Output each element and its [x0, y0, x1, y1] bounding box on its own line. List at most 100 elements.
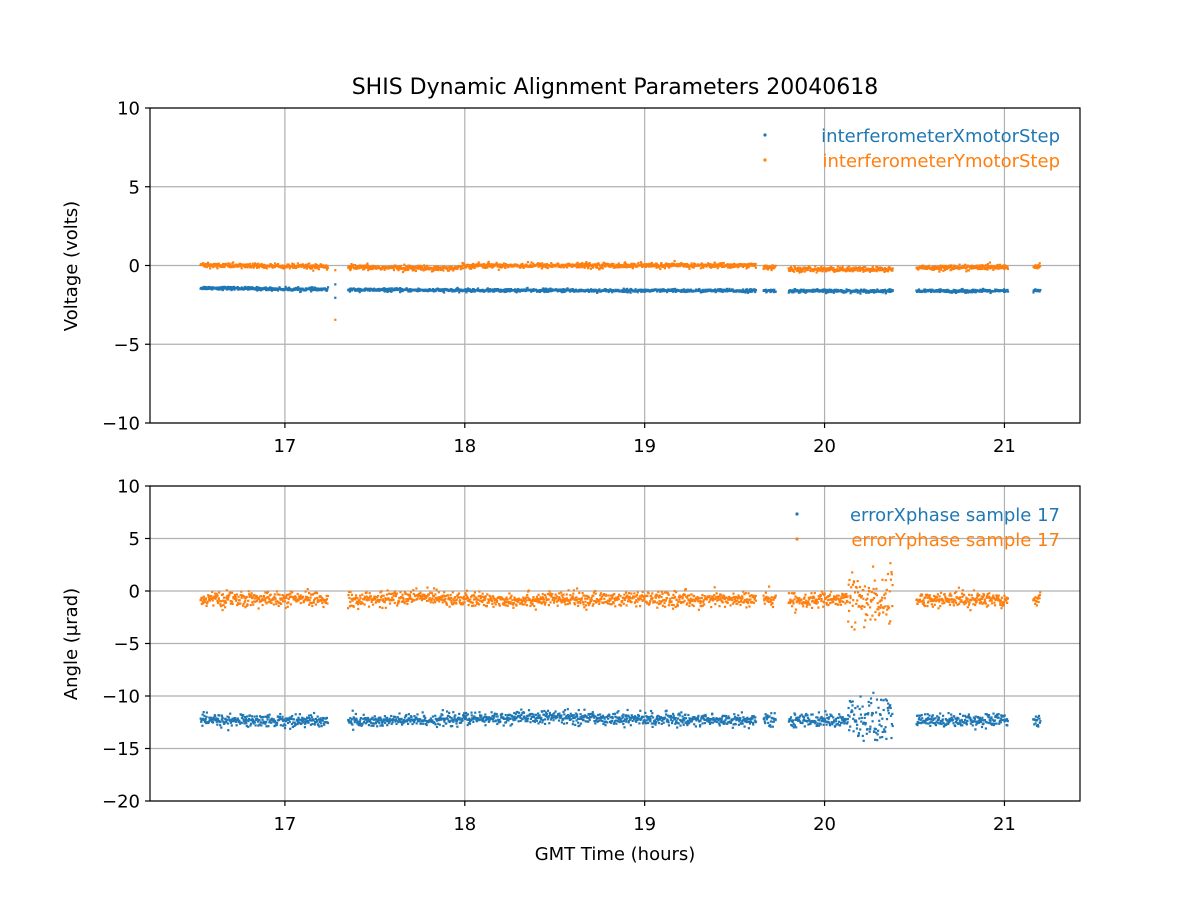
data-point	[830, 714, 833, 717]
data-point	[557, 265, 560, 268]
data-point	[475, 720, 479, 723]
data-point	[650, 261, 653, 265]
data-point	[683, 719, 686, 722]
data-point	[795, 726, 798, 729]
data-point	[201, 713, 204, 716]
data-point	[710, 717, 713, 721]
data-point	[466, 724, 469, 727]
legend-marker-interferometer-x	[763, 133, 767, 137]
data-point	[272, 288, 276, 291]
data-point	[361, 723, 364, 726]
data-point	[499, 713, 502, 716]
data-point	[620, 265, 623, 268]
data-point	[304, 722, 307, 725]
data-point	[376, 725, 379, 728]
data-point	[590, 712, 593, 715]
data-point	[490, 711, 493, 714]
data-point	[715, 720, 719, 724]
data-point	[583, 264, 586, 268]
data-point	[767, 721, 770, 724]
data-point	[452, 719, 455, 722]
data-point	[362, 713, 365, 716]
data-point	[733, 713, 736, 716]
data-point	[607, 263, 610, 266]
data-point	[833, 719, 836, 722]
data-point	[436, 719, 439, 722]
data-point	[830, 265, 833, 268]
data-point	[955, 291, 958, 294]
data-point	[880, 267, 883, 270]
data-point	[837, 716, 840, 719]
data-point	[366, 721, 369, 724]
data-point	[719, 288, 722, 291]
data-point	[694, 290, 697, 293]
data-point	[705, 265, 708, 268]
data-point	[581, 263, 584, 266]
data-point	[930, 290, 933, 293]
data-point	[310, 714, 313, 717]
data-point	[554, 710, 557, 713]
data-point	[538, 290, 542, 293]
data-point	[415, 722, 418, 725]
data-point	[409, 720, 412, 723]
data-point	[204, 286, 208, 289]
data-point	[243, 722, 246, 725]
data-point	[834, 717, 837, 721]
data-point	[215, 717, 218, 720]
data-point	[334, 283, 337, 286]
data-point	[214, 719, 217, 722]
data-point	[373, 267, 376, 270]
data-point	[598, 288, 601, 291]
data-point	[819, 717, 822, 720]
data-point	[435, 725, 439, 729]
data-point	[587, 720, 590, 723]
data-point	[560, 721, 563, 724]
data-point	[576, 717, 579, 721]
data-point	[1039, 265, 1042, 268]
data-point	[513, 711, 516, 715]
data-point	[273, 721, 276, 724]
data-point	[649, 717, 652, 721]
data-point	[420, 722, 423, 725]
data-point	[310, 716, 314, 719]
data-point	[634, 719, 637, 722]
data-point	[671, 722, 674, 725]
data-point	[557, 719, 561, 722]
data-point	[746, 716, 749, 719]
data-point	[986, 268, 989, 271]
data-point	[651, 712, 654, 715]
data-point	[371, 716, 374, 719]
data-point	[348, 267, 351, 270]
data-point	[797, 267, 800, 270]
data-point	[375, 720, 378, 723]
data-point	[513, 265, 516, 268]
data-point	[334, 296, 337, 299]
top-plot-series-2	[199, 259, 1042, 321]
data-point	[626, 708, 629, 712]
data-point	[589, 267, 592, 270]
data-point	[461, 719, 464, 722]
data-point	[1003, 264, 1006, 267]
data-point	[379, 724, 382, 727]
data-point	[562, 718, 565, 721]
data-point	[357, 265, 360, 268]
top-plot-ytick-label: −10	[102, 414, 140, 435]
data-point	[505, 717, 508, 720]
data-point	[754, 289, 757, 292]
top-plot-ytick-label: −5	[113, 335, 140, 356]
data-point	[372, 724, 375, 727]
data-point	[822, 723, 825, 726]
data-point	[456, 289, 459, 292]
data-point	[309, 718, 312, 721]
data-point	[591, 711, 594, 714]
data-point	[680, 261, 683, 265]
data-point	[283, 718, 286, 721]
data-point	[630, 265, 633, 268]
data-point	[366, 264, 369, 267]
data-point	[585, 715, 588, 718]
data-point	[454, 718, 457, 721]
data-point	[315, 720, 318, 723]
data-point	[216, 262, 219, 266]
data-point	[999, 263, 1002, 266]
data-point	[461, 717, 464, 720]
